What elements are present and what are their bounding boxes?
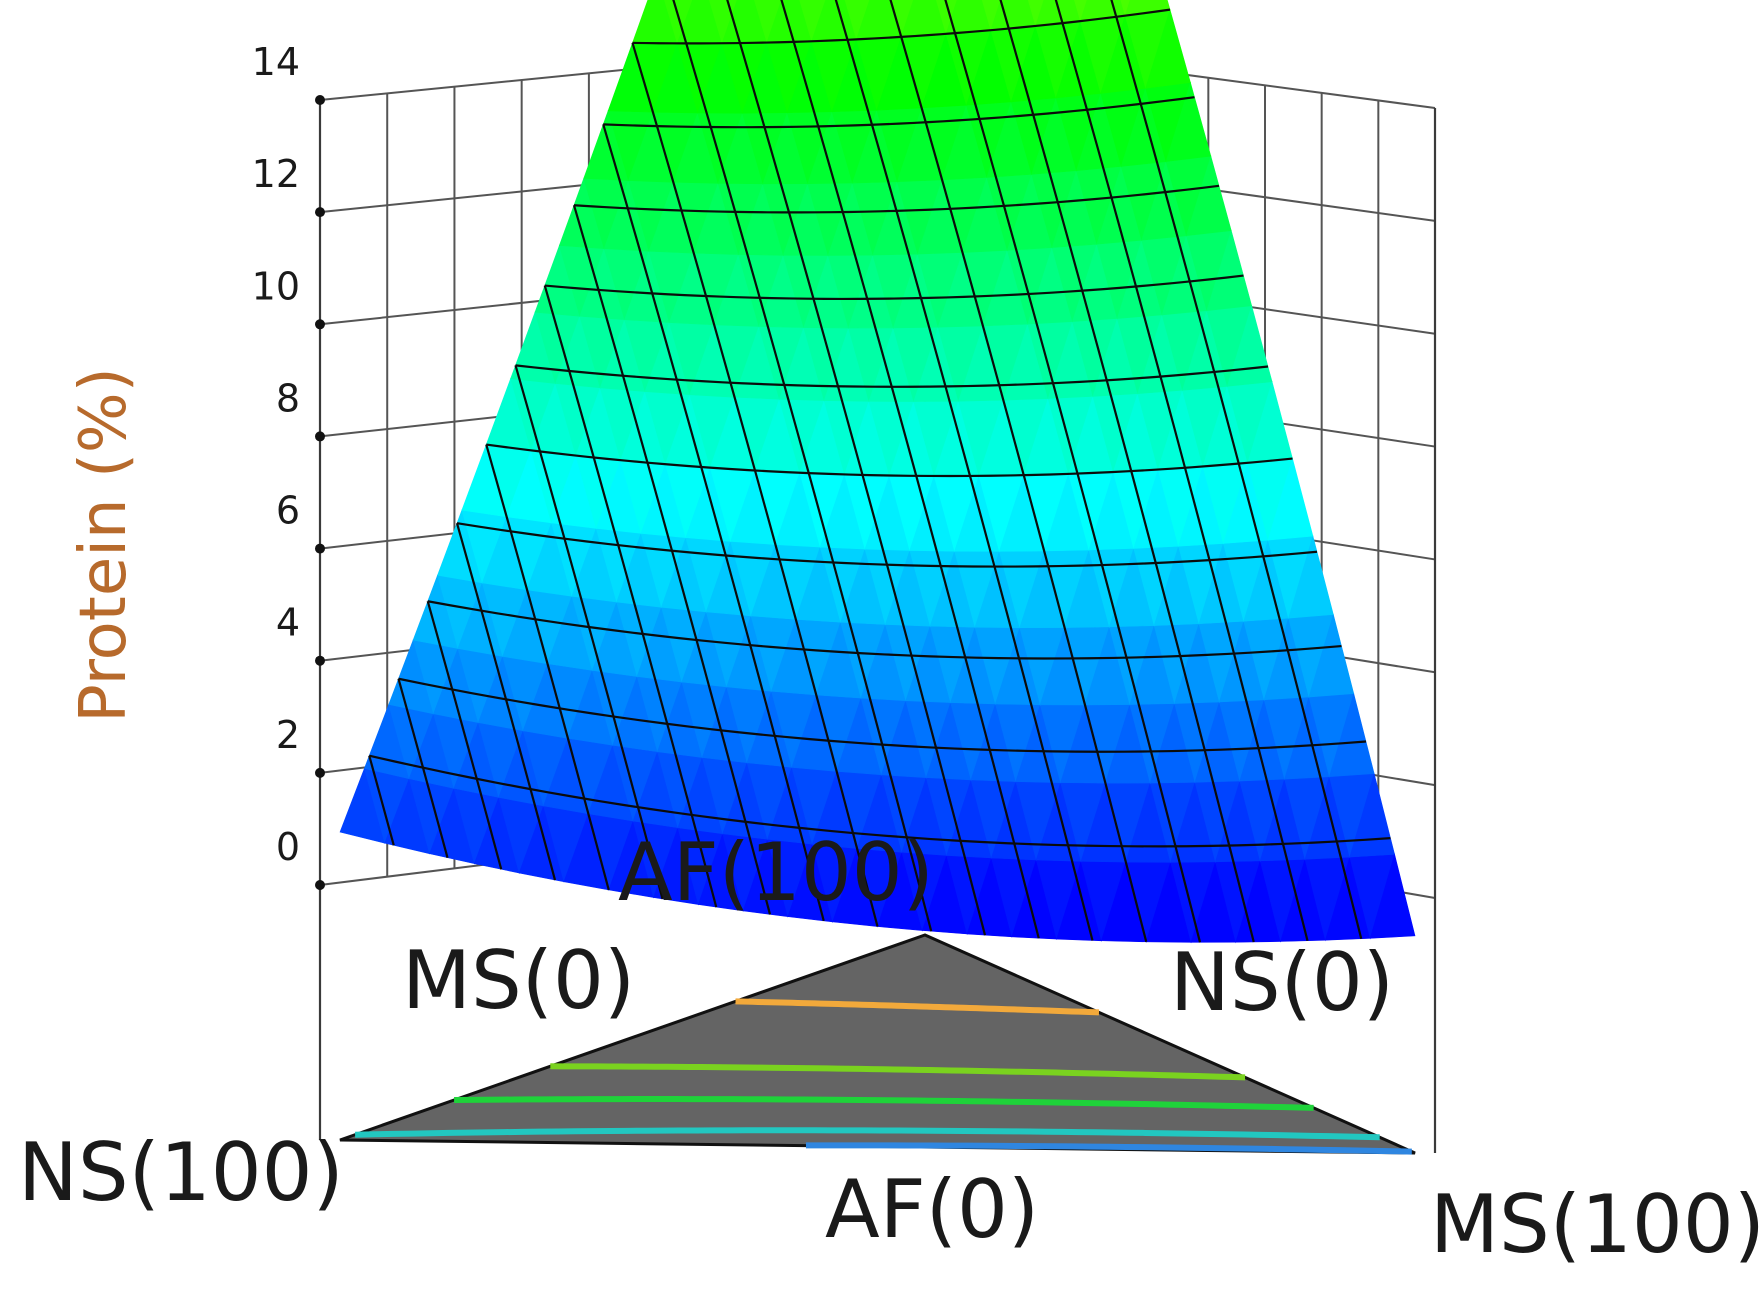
- surface-facet: [1308, 613, 1355, 698]
- contour-line: [355, 1127, 1380, 1141]
- z-tick-mark: [315, 880, 325, 890]
- chart-labels: Protein (%) AF(100) MS(0) NS(0) NS(100) …: [18, 367, 1759, 1271]
- z-tick-mark: [315, 543, 325, 554]
- z-tick-mark: [315, 319, 325, 330]
- surface-mesh-line: [602, 124, 825, 922]
- surface-mesh-line: [603, 96, 1195, 129]
- surface-facet: [1186, 155, 1232, 237]
- surface-mesh-line: [780, 0, 1040, 939]
- vertex-label-ns-100: NS(100): [18, 1126, 344, 1219]
- surface-facet: [1120, 0, 1131, 17]
- contour-line: [735, 998, 1100, 1016]
- surface-facet: [1145, 8, 1191, 89]
- y-axis-title: Protein (%): [67, 367, 141, 722]
- surface-facet: [1328, 692, 1375, 777]
- edge-label-af-0: AF(0): [825, 1163, 1039, 1256]
- surface-mesh-line: [369, 754, 1391, 848]
- surface-mesh-line: [426, 600, 503, 870]
- z-tick-label: 6: [276, 489, 300, 533]
- vertex-label-ms-100: MS(100): [1430, 1178, 1759, 1271]
- surface-mesh-line: [544, 274, 1244, 301]
- z-tick-label: 0: [276, 825, 300, 869]
- surface-mesh-line: [631, 42, 879, 927]
- protein-axis: 0 2 4 6 8 10 12 14: [252, 40, 325, 890]
- z-tick-label: 4: [276, 601, 300, 645]
- surface-mesh-line: [889, 0, 1148, 943]
- surface-facet: [1027, 0, 1045, 27]
- z-tick-label: 14: [252, 40, 300, 84]
- surface-mesh-line: [572, 204, 772, 915]
- surface-facet: [981, 0, 1001, 32]
- z-tick-mark: [315, 207, 325, 218]
- surface-mesh-line: [1110, 0, 1363, 940]
- surface-mesh-line: [672, 0, 933, 932]
- surface-mesh-line: [999, 0, 1255, 943]
- z-tick-mark: [315, 95, 325, 105]
- z-tick-label: 12: [252, 152, 300, 196]
- z-tick-label: 2: [276, 713, 300, 757]
- surface-facet: [1349, 772, 1395, 858]
- surface-facet: [1206, 229, 1253, 311]
- surface-mesh-line: [397, 678, 449, 859]
- edge-label-ms-0: MS(0): [402, 934, 635, 1027]
- z-tick-mark: [315, 655, 325, 666]
- surface-mesh-line: [427, 600, 1342, 660]
- surface-facet: [935, 0, 958, 35]
- surface-facet: [1074, 0, 1088, 23]
- edge-label-ns-0: NS(0): [1170, 936, 1394, 1029]
- contour-line: [550, 1063, 1246, 1081]
- surface-facet: [1288, 535, 1334, 619]
- surface-mesh: [368, 0, 1391, 943]
- surface-mesh-line: [368, 755, 395, 846]
- surface-facet: [1369, 853, 1416, 939]
- vertex-label-af-100: AF(100): [618, 826, 934, 919]
- surface-mesh-line: [514, 365, 664, 900]
- z-tick-mark: [315, 767, 325, 778]
- surface-mesh-line: [455, 522, 557, 881]
- surface-mesh-line: [486, 443, 1293, 478]
- surface-facet: [1267, 457, 1314, 541]
- surface-mesh-line: [543, 285, 718, 908]
- z-tick-mark: [315, 431, 325, 442]
- base-contours: [355, 998, 1412, 1155]
- surface-mesh-line: [632, 8, 1171, 45]
- contour-line: [454, 1096, 1314, 1111]
- z-tick-label: 10: [252, 264, 300, 308]
- response-surface: [339, 0, 1416, 944]
- z-tick-label: 8: [276, 376, 300, 420]
- surface-facet: [1165, 81, 1212, 162]
- contour-line: [805, 1142, 1412, 1155]
- surface-mesh-line: [485, 444, 610, 891]
